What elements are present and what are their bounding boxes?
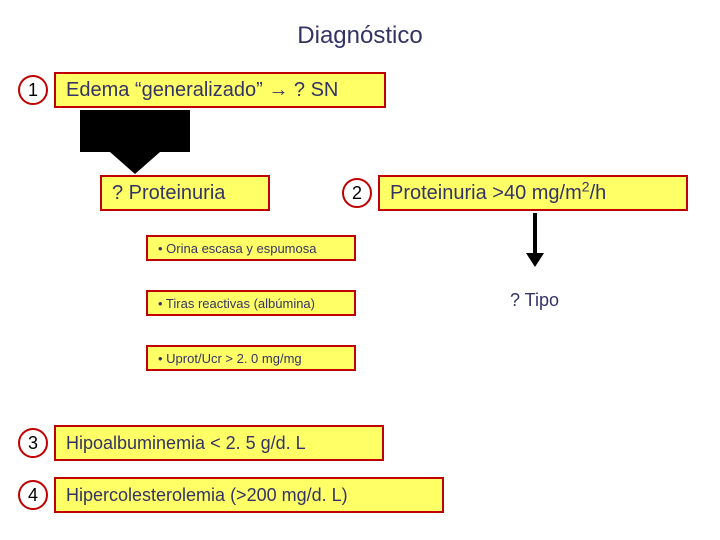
box-hipoalb-text: Hipoalbuminemia < 2. 5 g/d. L	[66, 433, 306, 454]
box-uprot-text: • Uprot/Ucr > 2. 0 mg/mg	[158, 351, 302, 366]
box-edema: Edema “generalizado” → ? SN	[54, 72, 386, 108]
step-circle-1: 1	[18, 75, 48, 105]
box-proteinuria40-text: Proteinuria >40 mg/m2/h	[390, 182, 606, 205]
box-proteinuria40: Proteinuria >40 mg/m2/h	[378, 175, 688, 211]
box-orina-text: • Orina escasa y espumosa	[158, 241, 316, 256]
box-uprot: • Uprot/Ucr > 2. 0 mg/mg	[146, 345, 356, 371]
box-hipoalb: Hipoalbuminemia < 2. 5 g/d. L	[54, 425, 384, 461]
big-arrow-down-icon	[80, 110, 190, 152]
step-circle-2: 2	[342, 178, 372, 208]
step-circle-3: 3	[18, 428, 48, 458]
box-tiras-text: • Tiras reactivas (albúmina)	[158, 296, 315, 311]
page-title: Diagnóstico	[0, 22, 720, 50]
box-hipercol: Hipercolesterolemia (>200 mg/d. L)	[54, 477, 444, 513]
box-hipercol-text: Hipercolesterolemia (>200 mg/d. L)	[66, 485, 348, 506]
box-orina: • Orina escasa y espumosa	[146, 235, 356, 261]
step-circle-4: 4	[18, 480, 48, 510]
box-tiras: • Tiras reactivas (albúmina)	[146, 290, 356, 316]
tipo-label: ? Tipo	[510, 290, 559, 311]
box-proteinuria-text: ? Proteinuria	[112, 182, 225, 205]
box-proteinuria: ? Proteinuria	[100, 175, 270, 211]
box-edema-text: Edema “generalizado” → ? SN	[66, 79, 338, 102]
